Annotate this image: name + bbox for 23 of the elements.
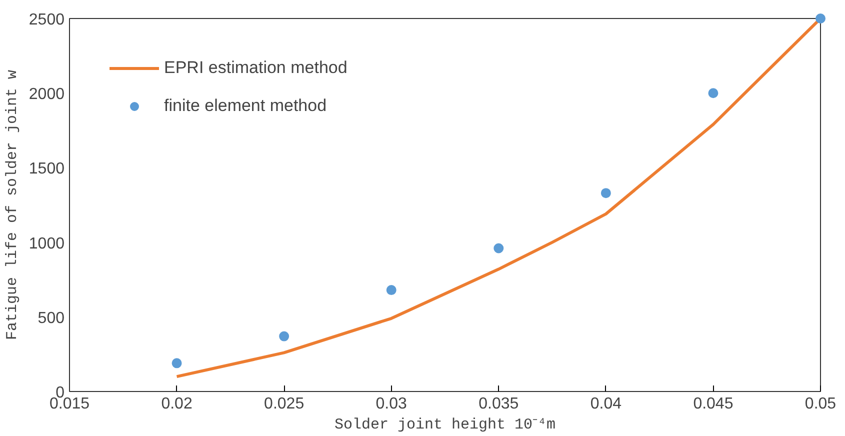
point	[816, 14, 826, 24]
point	[600, 188, 611, 198]
x-tick-label: 0.03	[376, 396, 408, 412]
point	[172, 358, 182, 368]
point	[386, 285, 396, 296]
x-axis-title: Solder joint height 10⁻⁴m	[334, 416, 556, 434]
y-axis-title: Fatigue life of solder joint w	[4, 70, 21, 340]
legend-label: finite element method	[164, 96, 327, 116]
legend-label: EPRI estimation method	[164, 58, 348, 78]
y-tick-label: 500	[38, 310, 65, 327]
y-tick-label: 2500	[28, 12, 65, 28]
point	[279, 331, 290, 342]
x-tick-label: 0.05	[804, 396, 836, 412]
x-tick-label: 0.04	[590, 396, 622, 412]
x-tick-label: 0.025	[264, 396, 304, 412]
x-tick-label: 0.02	[161, 396, 192, 412]
y-tick-label: 1500	[28, 160, 65, 178]
y-tick-label: 2000	[28, 86, 65, 104]
x-tick-label: 0.045	[693, 396, 734, 412]
point	[708, 88, 718, 98]
x-tick-label: 0.035	[478, 396, 519, 412]
point	[494, 243, 504, 254]
y-tick-label: 1000	[28, 235, 65, 252]
